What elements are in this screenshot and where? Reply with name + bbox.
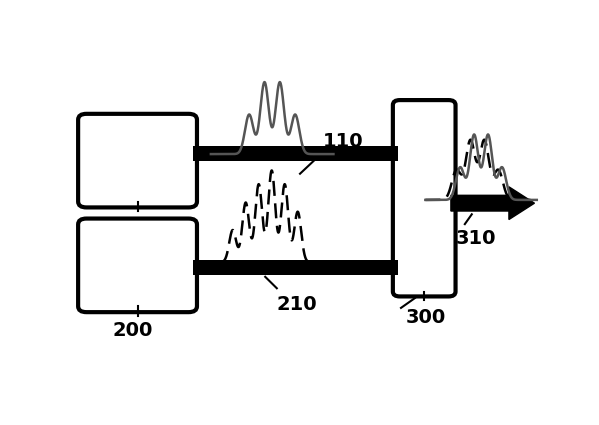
Bar — [193, 146, 398, 161]
FancyBboxPatch shape — [78, 114, 197, 207]
FancyBboxPatch shape — [78, 218, 197, 312]
Text: 110: 110 — [323, 132, 364, 151]
Text: 100: 100 — [113, 216, 153, 235]
Text: 200: 200 — [113, 321, 153, 340]
Bar — [193, 261, 398, 275]
Text: 310: 310 — [456, 230, 497, 248]
Text: 210: 210 — [277, 295, 317, 314]
Polygon shape — [451, 187, 534, 220]
Text: 300: 300 — [406, 308, 446, 327]
FancyBboxPatch shape — [393, 100, 455, 297]
